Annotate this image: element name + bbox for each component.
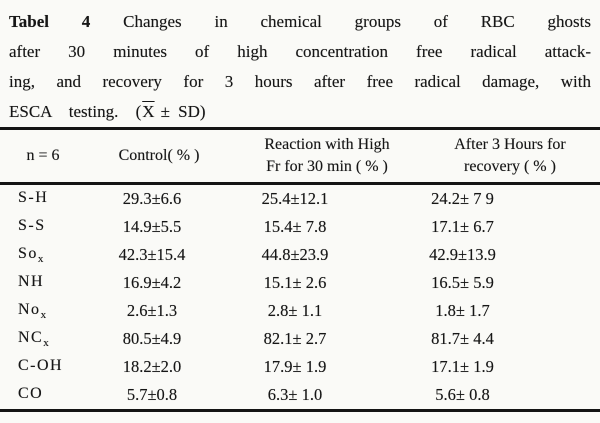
control-cell: 18.2±2.0 <box>122 357 182 376</box>
caption-line-4: ESCA testing. (X ± SD) <box>9 97 591 127</box>
column-header-reaction-line-1: Reaction with High <box>264 136 390 153</box>
table-row: S-S 14.9±5.5 15.4± 7.8 17.1± 6.7 <box>0 213 600 241</box>
open-paren: ( <box>135 102 142 121</box>
control-cell: 42.3±15.4 <box>118 245 186 264</box>
table-row: S-H 29.3±6.6 25.4±12.1 24.2± 7 9 <box>0 184 600 214</box>
reaction-cell: 82.1± 2.7 <box>263 329 327 348</box>
chemical-group-cell: NCx <box>0 325 100 353</box>
recovery-cell: 17.1± 1.9 <box>431 357 494 376</box>
chemical-group-label: No <box>18 300 41 318</box>
column-header-recovery-line-2: recovery ( % ) <box>464 158 556 175</box>
data-table: n = 6 Control( % ) Reaction with High Fr… <box>0 127 600 412</box>
table-row: Sox 42.3±15.4 44.8±23.9 42.9±13.9 <box>0 241 600 269</box>
reaction-cell: 17.9± 1.9 <box>263 357 327 376</box>
caption-line-1: Tabel 4 Changes in chemical groups of RB… <box>9 7 591 37</box>
chemical-group-label: NH <box>18 272 45 290</box>
recovery-cell: 1.8± 1.7 <box>435 301 490 320</box>
chemical-group-cell: C-OH <box>0 353 100 381</box>
table-caption: Tabel 4 Changes in chemical groups of RB… <box>0 0 600 127</box>
column-header-n: n = 6 <box>0 128 100 185</box>
plus-minus-sd: ± SD) <box>160 102 206 121</box>
control-cell: 14.9±5.5 <box>122 217 182 236</box>
reaction-cell: 44.8±23.9 <box>261 245 329 264</box>
reaction-cell: 6.3± 1.0 <box>267 385 323 404</box>
column-header-recovery-line-1: After 3 Hours for <box>454 136 566 153</box>
control-cell: 5.7±0.8 <box>126 385 178 404</box>
caption-line-1-text: Changes in chemical groups of RBC ghosts <box>123 12 591 31</box>
control-cell: 16.9±4.2 <box>122 273 182 292</box>
chemical-group-label: NC <box>18 328 44 346</box>
control-cell: 2.6±1.3 <box>126 301 178 320</box>
column-header-reaction-line-2: Fr for 30 min ( % ) <box>266 158 388 175</box>
recovery-cell: 81.7± 4.4 <box>431 329 494 348</box>
table-row: NH 16.9±4.2 15.1± 2.6 16.5± 5.9 <box>0 269 600 297</box>
chemical-group-cell: S-H <box>0 184 100 214</box>
chemical-group-label: C-OH <box>18 356 64 374</box>
recovery-cell: 5.6± 0.8 <box>435 385 490 404</box>
table-row: C-OH 18.2±2.0 17.9± 1.9 17.1± 1.9 <box>0 353 600 381</box>
scanned-paper-page: Tabel 4 Changes in chemical groups of RB… <box>0 0 600 412</box>
reaction-cell: 15.1± 2.6 <box>263 273 327 292</box>
recovery-cell: 42.9±13.9 <box>429 245 496 264</box>
reaction-cell: 15.4± 7.8 <box>263 217 327 236</box>
reaction-cell: 2.8± 1.1 <box>267 301 323 320</box>
chemical-group-subscript: x <box>37 253 44 266</box>
chemical-group-cell: NH <box>0 269 100 297</box>
control-cell: 80.5±4.9 <box>122 329 182 348</box>
chemical-group-label: So <box>18 244 38 262</box>
column-header-control: Control( % ) <box>100 128 230 185</box>
caption-line-3: ing, and recovery for 3 hours after free… <box>9 72 591 91</box>
chemical-group-label: S-H <box>18 188 49 206</box>
recovery-cell: 24.2± 7 9 <box>431 189 494 208</box>
table-row: CO 5.7±0.8 6.3± 1.0 5.6± 0.8 <box>0 381 600 411</box>
caption-line-4-text: ESCA testing. <box>9 102 119 121</box>
table-number: Tabel 4 <box>9 12 91 31</box>
reaction-cell: 25.4±12.1 <box>261 189 329 208</box>
chemical-group-subscript: x <box>43 337 49 350</box>
chemical-group-cell: S-S <box>0 213 100 241</box>
control-cell: 29.3±6.6 <box>122 189 182 208</box>
chemical-group-cell: Sox <box>0 241 100 269</box>
x-bar-symbol: X <box>142 102 155 121</box>
header-row: n = 6 Control( % ) Reaction with High Fr… <box>0 128 600 185</box>
column-header-recovery: After 3 Hours for recovery ( % ) <box>410 128 600 185</box>
chemical-group-label: S-S <box>18 216 46 234</box>
chemical-group-subscript: x <box>40 309 47 322</box>
column-header-reaction: Reaction with High Fr for 30 min ( % ) <box>230 128 410 185</box>
chemical-group-cell: Nox <box>0 297 100 325</box>
recovery-cell: 17.1± 6.7 <box>431 217 494 236</box>
chemical-group-label: CO <box>18 384 44 402</box>
table-row: Nox 2.6±1.3 2.8± 1.1 1.8± 1.7 <box>0 297 600 325</box>
table-row: NCx 80.5±4.9 82.1± 2.7 81.7± 4.4 <box>0 325 600 353</box>
caption-line-2: after 30 minutes of high concentration f… <box>9 42 591 61</box>
chemical-group-cell: CO <box>0 381 100 411</box>
recovery-cell: 16.5± 5.9 <box>431 273 494 292</box>
